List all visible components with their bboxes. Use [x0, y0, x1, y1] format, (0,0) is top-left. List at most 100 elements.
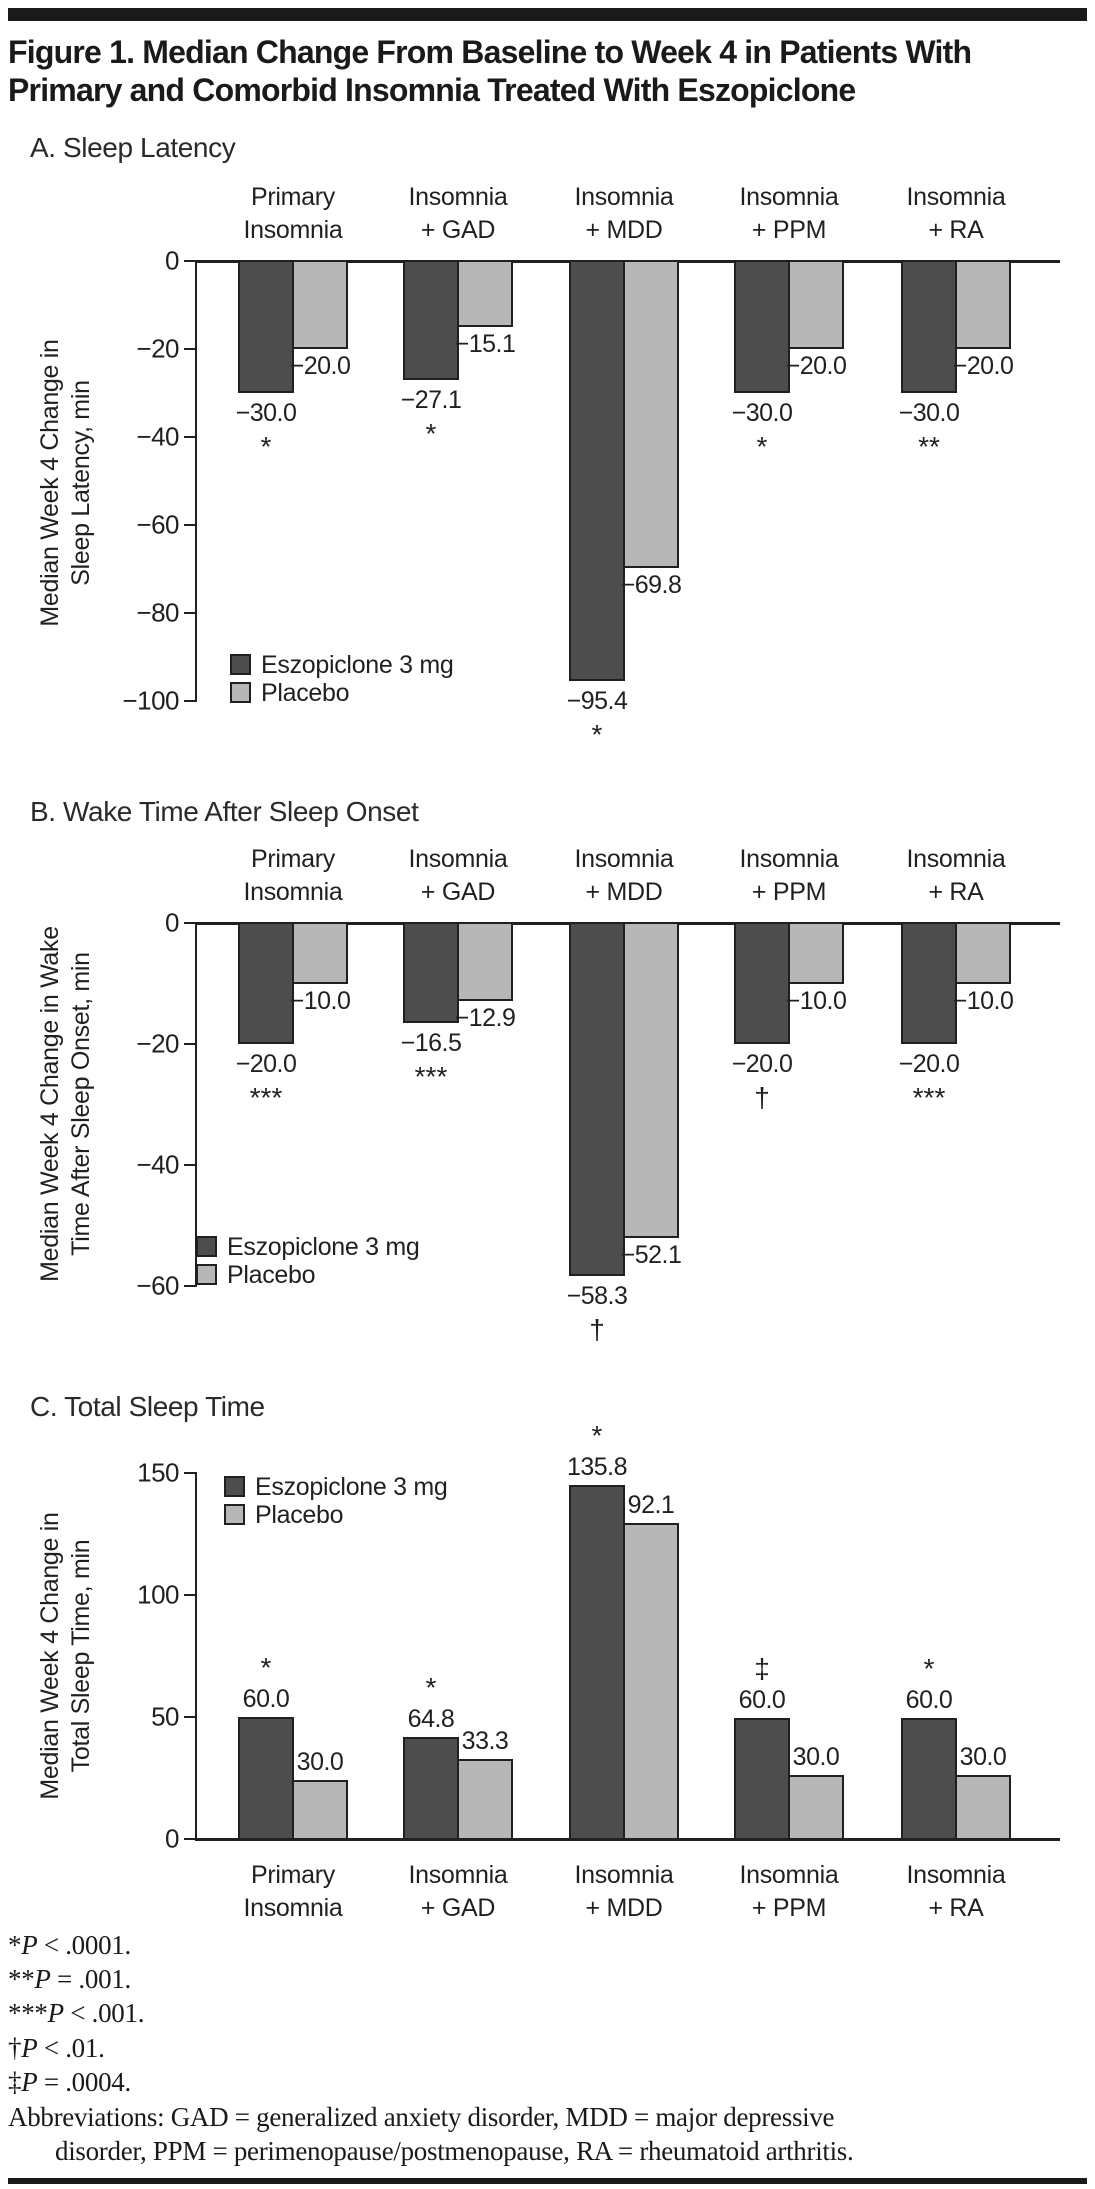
y-axis-label-line: Median Week 4 Change in Wake — [36, 926, 64, 1282]
category-label: Primary — [250, 845, 336, 873]
bar-eszopiclone — [403, 1737, 459, 1840]
bar-value-label: −20.0 — [731, 1050, 793, 1078]
y-tick-label: −40 — [136, 1149, 179, 1180]
category-label: Insomnia — [408, 1861, 508, 1889]
y-tick-mark — [184, 1164, 195, 1166]
bar-value-label: −20.0 — [289, 352, 351, 380]
sig-marker: *** — [414, 1061, 448, 1092]
bar-value-label: −27.1 — [400, 386, 462, 414]
y-tick-label: −80 — [136, 597, 179, 628]
bar-value-label: −52.1 — [620, 1241, 682, 1269]
bar-value-label: −20.0 — [235, 1050, 297, 1078]
y-axis-label-chart-c: Median Week 4 Change in Total Sleep Time,… — [35, 1512, 97, 1799]
bar-value-label: −15.1 — [454, 330, 516, 358]
footnote-1: *P < .0001. — [8, 1930, 131, 1960]
bar-eszopiclone — [901, 1718, 957, 1840]
figure-title-line-1: Figure 1. Median Change From Baseline to… — [8, 34, 972, 70]
sig-marker: * — [591, 719, 603, 750]
legend-label-eszopiclone: Eszopiclone 3 mg — [261, 651, 454, 679]
figure-title-line-2: Primary and Comorbid Insomnia Treated Wi… — [8, 72, 856, 108]
sig-marker: * — [756, 431, 768, 462]
category-label: Insomnia — [739, 183, 839, 211]
y-axis-line — [195, 1472, 197, 1840]
bar-eszopiclone — [569, 260, 625, 681]
bar-eszopiclone — [901, 260, 957, 393]
footnote-4: †P < .01. — [8, 2033, 105, 2063]
y-tick-mark — [184, 1285, 195, 1287]
bar-value-label: 64.8 — [407, 1705, 455, 1733]
sig-marker: * — [425, 1672, 437, 1703]
bar-eszopiclone — [569, 1485, 625, 1840]
y-tick-label: 0 — [165, 245, 179, 276]
footnote-5: ‡P = .0004. — [8, 2067, 131, 2097]
category-label: Primary — [250, 1861, 336, 1889]
sig-marker: * — [923, 1653, 935, 1684]
bar-value-label: −30.0 — [731, 399, 793, 427]
category-label: Insomnia — [739, 1861, 839, 1889]
y-tick-label: −20 — [136, 1028, 179, 1059]
bar-value-label: −20.0 — [952, 352, 1014, 380]
bar-placebo — [623, 260, 679, 568]
y-tick-label: 0 — [165, 907, 179, 938]
legend-swatch-eszopiclone — [224, 1476, 245, 1497]
sig-marker: ** — [918, 431, 940, 462]
abbreviations-line-1: Abbreviations: GAD = generalized anxiety… — [8, 2102, 835, 2132]
bar-placebo — [292, 922, 348, 984]
bar-placebo — [623, 922, 679, 1238]
bar-eszopiclone — [734, 260, 790, 393]
bar-value-label: 60.0 — [905, 1686, 953, 1714]
category-label: Insomnia — [408, 845, 508, 873]
bar-value-label: 33.3 — [461, 1727, 509, 1755]
chart-a-heading: A. Sleep Latency — [30, 132, 236, 163]
bar-placebo — [788, 1775, 844, 1840]
bar-value-label: −30.0 — [235, 399, 297, 427]
bar-value-label: −69.8 — [620, 571, 682, 599]
sig-marker: † — [589, 1314, 605, 1345]
bar-placebo — [457, 1759, 513, 1840]
bar-eszopiclone — [734, 1718, 790, 1840]
category-label: + GAD — [420, 878, 496, 906]
bar-placebo — [955, 260, 1011, 349]
category-label: + RA — [928, 1894, 984, 1922]
y-tick-mark — [184, 922, 195, 924]
category-label: Insomnia — [243, 216, 343, 244]
bar-value-label: −10.0 — [289, 987, 351, 1015]
category-label: Insomnia — [243, 1894, 343, 1922]
bar-placebo — [623, 1523, 679, 1840]
bar-value-label: −12.9 — [454, 1004, 516, 1032]
bar-eszopiclone — [238, 922, 294, 1044]
footnote-3: ***P < .001. — [8, 1998, 145, 2028]
y-tick-label: 100 — [137, 1579, 179, 1610]
bar-value-label: −58.3 — [566, 1282, 628, 1310]
sig-marker: ‡ — [754, 1653, 770, 1684]
y-axis-label-line: Median Week 4 Change in — [36, 339, 64, 627]
y-tick-label: 150 — [137, 1457, 179, 1488]
bottom-rule — [8, 2178, 1087, 2184]
y-tick-mark — [184, 700, 195, 702]
category-label: + PPM — [751, 1894, 827, 1922]
y-tick-label: −60 — [136, 1270, 179, 1301]
bar-value-label: 30.0 — [296, 1748, 344, 1776]
bar-placebo — [955, 922, 1011, 984]
chart-b-heading: B. Wake Time After Sleep Onset — [30, 796, 419, 827]
bar-value-label: 92.1 — [627, 1491, 675, 1519]
y-tick-label: 50 — [151, 1701, 179, 1732]
category-label: + MDD — [585, 1894, 663, 1922]
y-axis-label-line: Median Week 4 Change in — [36, 1512, 64, 1800]
category-label: + PPM — [751, 216, 827, 244]
bar-placebo — [788, 922, 844, 984]
y-tick-mark — [184, 348, 195, 350]
category-label: + RA — [928, 216, 984, 244]
y-tick-mark — [184, 436, 195, 438]
bar-placebo — [788, 260, 844, 349]
bar-value-label: −20.0 — [898, 1050, 960, 1078]
bar-eszopiclone — [238, 1717, 294, 1840]
legend-swatch-placebo — [196, 1264, 217, 1285]
bar-placebo — [457, 922, 513, 1001]
sig-marker: † — [754, 1082, 770, 1113]
legend-label-placebo: Placebo — [227, 1261, 316, 1289]
y-tick-mark — [184, 1472, 195, 1474]
bar-value-label: 135.8 — [566, 1453, 628, 1481]
y-tick-label: −40 — [136, 421, 179, 452]
